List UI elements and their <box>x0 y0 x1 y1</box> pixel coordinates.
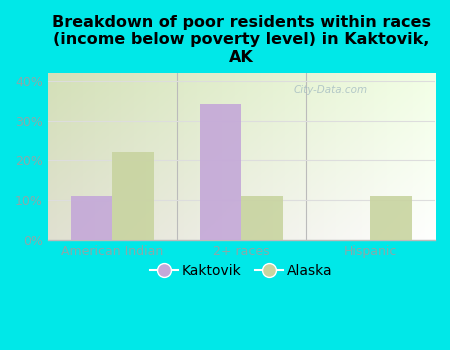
Text: City-Data.com: City-Data.com <box>293 85 368 95</box>
Legend: Kaktovik, Alaska: Kaktovik, Alaska <box>144 258 338 283</box>
Title: Breakdown of poor residents within races
(income below poverty level) in Kaktovi: Breakdown of poor residents within races… <box>52 15 431 65</box>
Bar <box>370 196 412 240</box>
Bar <box>241 196 283 240</box>
Bar <box>112 152 153 240</box>
Bar <box>71 196 112 240</box>
Bar <box>200 104 241 240</box>
